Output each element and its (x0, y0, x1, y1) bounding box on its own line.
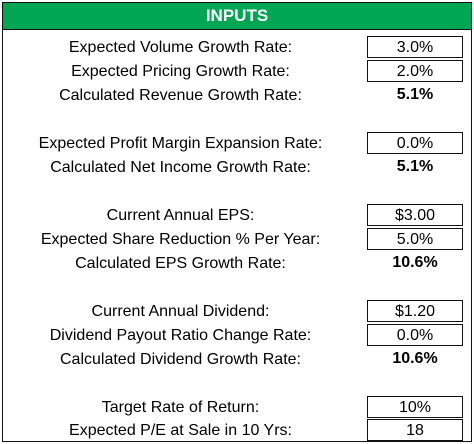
net-income-growth-value: 5.1% (396, 158, 434, 175)
net-income-growth-label: Calculated Net Income Growth Rate: (50, 159, 311, 176)
target-return-label: Target Rate of Return: (101, 399, 260, 416)
current-dividend-label: Current Annual Dividend: (91, 303, 270, 320)
revenue-growth-label: Calculated Revenue Growth Rate: (59, 87, 302, 104)
row-eps-growth: Calculated EPS Growth Rate: 10.6% (3, 252, 471, 276)
current-dividend-input[interactable]: $1.20 (367, 300, 463, 322)
row-target-return: Target Rate of Return: 10% (3, 396, 471, 420)
dividend-growth-label: Calculated Dividend Growth Rate: (59, 351, 301, 368)
inputs-header: INPUTS (3, 3, 471, 30)
margin-expansion-label: Expected Profit Margin Expansion Rate: (38, 135, 323, 152)
share-reduction-label: Expected Share Reduction % Per Year: (40, 231, 321, 248)
volume-growth-input[interactable]: 3.0% (367, 36, 463, 58)
row-expected-pe: Expected P/E at Sale in 10 Yrs: 18 (3, 419, 471, 443)
margin-expansion-input[interactable]: 0.0% (367, 132, 463, 154)
current-eps-input[interactable]: $3.00 (367, 204, 463, 226)
row-payout-ratio: Dividend Payout Ratio Change Rate: 0.0% (3, 324, 471, 348)
revenue-growth-value: 5.1% (396, 86, 434, 103)
pricing-growth-input[interactable]: 2.0% (367, 60, 463, 82)
expected-pe-label: Expected P/E at Sale in 10 Yrs: (69, 422, 292, 439)
row-volume-growth: Expected Volume Growth Rate: 3.0% (3, 36, 471, 60)
row-current-eps: Current Annual EPS: $3.00 (3, 204, 471, 228)
payout-ratio-label: Dividend Payout Ratio Change Rate: (49, 327, 312, 344)
row-revenue-growth: Calculated Revenue Growth Rate: 5.1% (3, 84, 471, 108)
share-reduction-input[interactable]: 5.0% (367, 228, 463, 250)
row-pricing-growth: Expected Pricing Growth Rate: 2.0% (3, 60, 471, 84)
dividend-growth-value: 10.6% (392, 350, 438, 367)
current-eps-label: Current Annual EPS: (106, 207, 255, 224)
volume-growth-label: Expected Volume Growth Rate: (68, 39, 293, 56)
row-share-reduction: Expected Share Reduction % Per Year: 5.0… (3, 228, 471, 252)
payout-ratio-input[interactable]: 0.0% (367, 324, 463, 346)
row-current-dividend: Current Annual Dividend: $1.20 (3, 300, 471, 324)
row-margin-expansion: Expected Profit Margin Expansion Rate: 0… (3, 132, 471, 156)
expected-pe-input[interactable]: 18 (367, 419, 463, 441)
eps-growth-label: Calculated EPS Growth Rate: (75, 255, 286, 272)
eps-growth-value: 10.6% (392, 254, 438, 271)
target-return-input[interactable]: 10% (367, 396, 463, 418)
row-dividend-growth: Calculated Dividend Growth Rate: 10.6% (3, 348, 471, 372)
row-net-income-growth: Calculated Net Income Growth Rate: 5.1% (3, 156, 471, 180)
pricing-growth-label: Expected Pricing Growth Rate: (71, 63, 290, 80)
